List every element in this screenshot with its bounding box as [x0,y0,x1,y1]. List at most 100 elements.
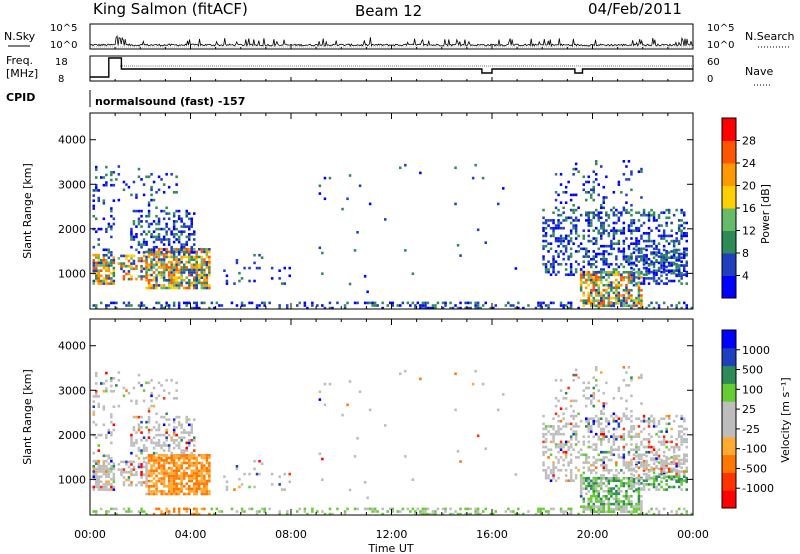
velocity-cell [607,487,611,490]
power-cell [665,251,668,254]
velocity-cell [157,456,161,460]
velocity-cell [562,445,565,449]
power-cell [605,175,608,179]
power-cell [655,251,658,254]
power-cell [165,206,168,210]
velocity-cell [160,446,163,450]
velocity-cell [298,507,301,511]
velocity-cell [238,477,241,481]
velocity-cell [130,510,133,513]
power-cell [102,277,106,280]
velocity-cell [122,394,126,398]
velocity-cell [117,463,121,466]
velocity-cell [152,451,156,455]
velocity-cell [180,490,183,493]
power-cell [175,284,178,287]
power-cell [582,304,585,308]
velocity-cell [185,446,188,450]
power-cell [112,271,116,275]
power-cell [587,211,590,214]
power-cell [162,209,166,213]
power-cell [193,251,196,254]
velocity-cell [665,462,668,465]
velocity-cell [655,453,658,457]
power-cell [665,208,668,212]
power-cell [549,242,553,245]
velocity-cell [677,435,681,438]
velocity-cell [170,472,173,475]
velocity-cell [170,457,173,460]
power-cell [147,214,151,218]
power-cell [172,255,176,259]
velocity-cell [590,402,593,405]
velocity-cell [198,461,201,465]
power-cell [474,301,477,305]
velocity-cell [592,510,595,514]
colorbar-swatch [722,365,736,384]
velocity-cell [569,479,573,482]
velocity-cell [177,469,181,473]
velocity-cell [612,479,616,483]
power-cell [597,271,600,274]
power-heatmap-cells [92,160,693,310]
power-cell [135,233,138,236]
velocity-cell [205,479,209,483]
power-cell [667,264,671,267]
velocity-cell [401,507,405,511]
velocity-cell [660,461,663,464]
power-cell [127,272,131,276]
power-cell [135,196,138,199]
velocity-cell [172,439,176,442]
power-cell [162,253,166,256]
power-cell [170,230,173,233]
power-cell [152,263,156,267]
velocity-cell [157,490,161,493]
velocity-cell [167,479,171,483]
velocity-cell [657,475,661,478]
velocity-cell [574,373,578,377]
power-cell [208,306,211,310]
velocity-cell [662,488,666,491]
power-cell [554,198,558,202]
power-cell [622,257,626,261]
power-cell [117,257,121,260]
velocity-cell [645,512,648,516]
velocity-cell [200,492,204,496]
velocity-cell [625,463,628,467]
power-cell [600,221,603,225]
power-cell [160,266,163,269]
velocity-cell [607,450,611,454]
power-cell [120,264,123,268]
power-cell [605,229,608,232]
power-cell [286,306,289,310]
power-cell [253,253,256,257]
velocity-cell [579,484,583,488]
velocity-cell [564,422,568,426]
power-cell [203,260,206,264]
velocity-cell [680,438,683,441]
velocity-cell [155,441,158,445]
velocity-cell [605,497,608,501]
power-cell [557,213,560,217]
power-cell [592,278,595,282]
velocity-cell [132,386,136,390]
power-cell [615,302,618,305]
power-cell [97,238,100,241]
power-cell [544,270,548,274]
power-cell [110,207,113,210]
velocity-cell [660,443,663,446]
power-cell [685,248,688,252]
power-cell [645,253,648,257]
velocity-cell [610,508,613,511]
power-cell [137,251,141,254]
power-cell [592,283,595,287]
power-cell [567,234,570,238]
power-cell [630,299,633,302]
power-cell [160,251,163,254]
velocity-cell [200,490,204,493]
velocity-cell [632,480,636,484]
power-cell [577,250,580,253]
power-cell [577,206,580,210]
velocity-cell [170,466,173,470]
power-cell [574,270,578,274]
